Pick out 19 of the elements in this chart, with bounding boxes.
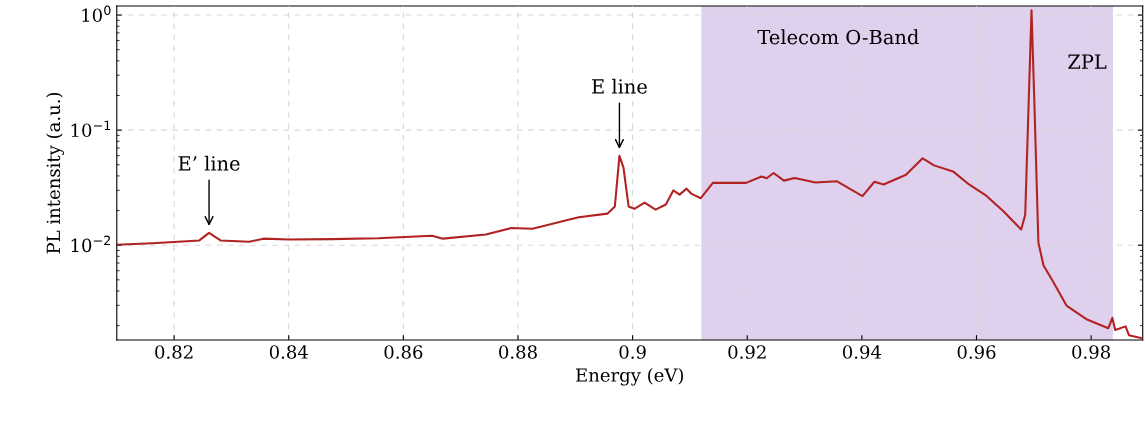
x-tick-label: 0.9: [619, 345, 646, 359]
line-series: [116, 9, 1143, 340]
y-tick-label: 10$^{−1}$: [71, 120, 111, 138]
y-axis-title: PL intensity (a.u.): [46, 92, 64, 254]
x-tick-label: 0.92: [728, 345, 766, 359]
band-label: Telecom O-Band: [757, 29, 919, 45]
annotation: E line: [592, 78, 647, 94]
x-tick-label: 0.98: [1072, 345, 1111, 359]
x-axis-title: Energy (eV): [576, 367, 684, 386]
x-tick-label: 0.84: [269, 345, 308, 359]
annotation: E’ line: [178, 155, 240, 171]
x-tick-label: 0.94: [842, 345, 882, 359]
y-tick-label: 10$^{−2}$: [71, 235, 111, 253]
y-tick-label: 10$^{0}$: [82, 5, 111, 23]
x-tick-label: 0.82: [155, 345, 193, 359]
x-tick-label: 0.86: [384, 345, 423, 359]
x-tick-label: 0.88: [499, 345, 537, 359]
annotation: ZPL: [1068, 54, 1107, 69]
x-tick-label: 0.96: [957, 345, 996, 359]
